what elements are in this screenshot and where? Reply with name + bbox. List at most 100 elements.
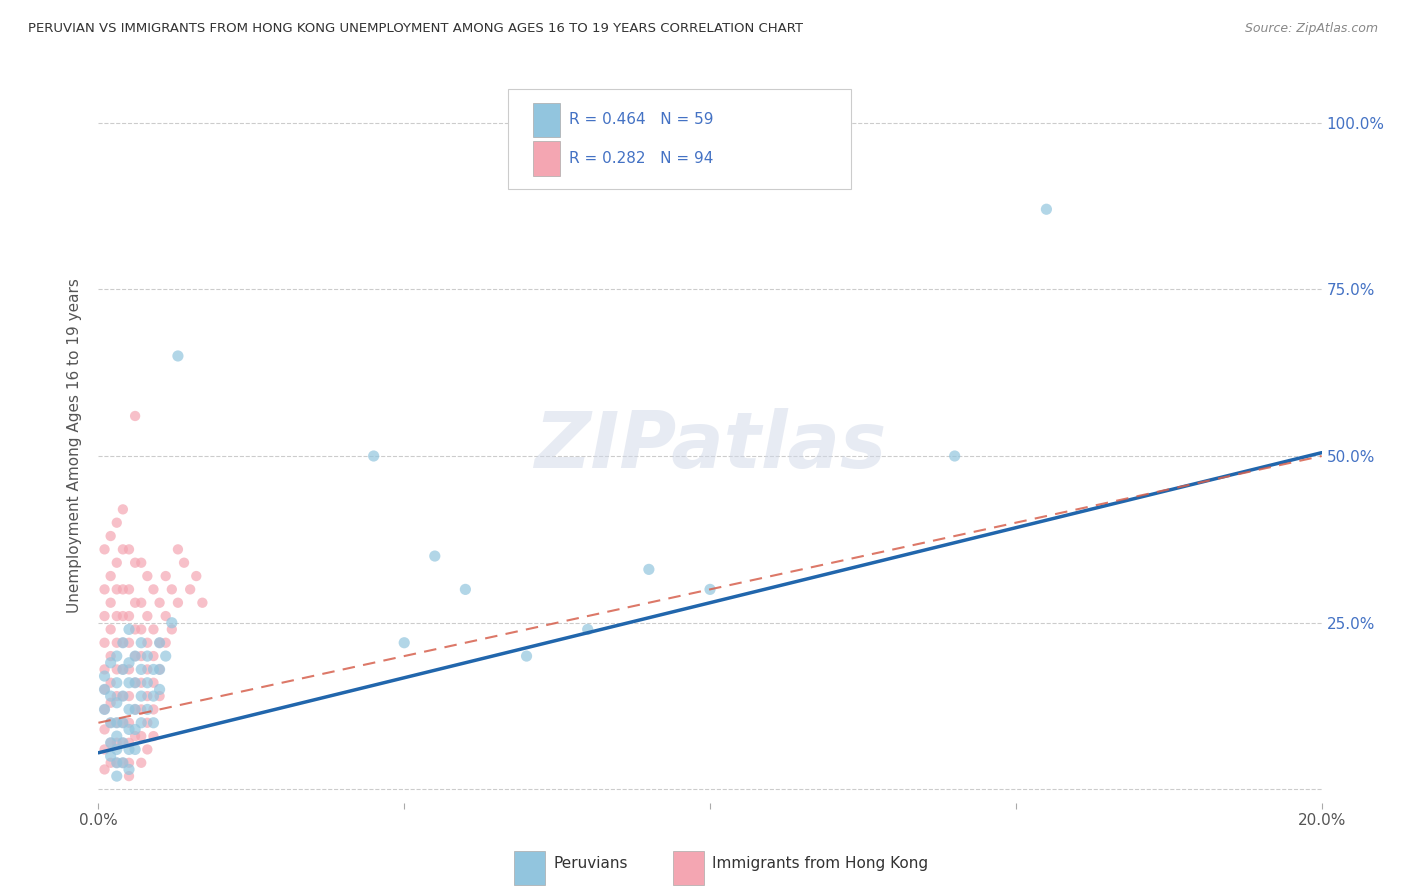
Point <box>111 756 134 770</box>
Point <box>136 649 159 664</box>
Point <box>124 675 146 690</box>
Point <box>111 582 134 597</box>
Point <box>142 662 165 676</box>
Point <box>136 675 159 690</box>
Point <box>93 662 115 676</box>
Point <box>129 702 152 716</box>
Point <box>118 742 141 756</box>
Point <box>111 736 134 750</box>
Point <box>93 702 115 716</box>
Text: Immigrants from Hong Kong: Immigrants from Hong Kong <box>713 856 928 871</box>
Text: R = 0.464   N = 59: R = 0.464 N = 59 <box>569 112 714 128</box>
Point <box>149 596 172 610</box>
Point <box>105 516 128 530</box>
Point <box>149 662 172 676</box>
Point <box>149 682 172 697</box>
Point <box>100 756 122 770</box>
Point <box>93 582 115 597</box>
Point <box>129 756 152 770</box>
Text: R = 0.282   N = 94: R = 0.282 N = 94 <box>569 151 714 166</box>
Point <box>118 542 141 557</box>
Point <box>637 562 661 576</box>
Point <box>118 656 141 670</box>
Point <box>100 529 122 543</box>
Point <box>124 742 146 756</box>
Point <box>100 696 122 710</box>
Point <box>100 736 122 750</box>
Point <box>111 609 134 624</box>
Point <box>179 582 201 597</box>
Point <box>118 609 141 624</box>
Point <box>100 736 122 750</box>
Point <box>93 682 115 697</box>
Point <box>943 449 966 463</box>
Point <box>167 349 190 363</box>
Point <box>136 689 159 703</box>
Point <box>100 715 122 730</box>
Point <box>155 649 177 664</box>
Point <box>136 636 159 650</box>
Point <box>93 742 115 756</box>
Point <box>100 675 122 690</box>
Bar <box>673 851 704 885</box>
Point <box>516 649 538 664</box>
Point <box>105 689 128 703</box>
Point <box>118 582 141 597</box>
Point <box>100 569 122 583</box>
Point <box>111 756 134 770</box>
Point <box>100 596 122 610</box>
Point <box>118 715 141 730</box>
Point <box>392 636 416 650</box>
Point <box>118 702 141 716</box>
Point <box>173 556 195 570</box>
Point <box>136 609 159 624</box>
Point <box>186 569 208 583</box>
Point <box>105 715 128 730</box>
Y-axis label: Unemployment Among Ages 16 to 19 years: Unemployment Among Ages 16 to 19 years <box>67 278 83 614</box>
Point <box>149 636 172 650</box>
Point <box>124 723 146 737</box>
Point <box>129 662 152 676</box>
Point <box>118 723 141 737</box>
Point <box>136 742 159 756</box>
Point <box>124 623 146 637</box>
Point <box>105 696 128 710</box>
Text: Source: ZipAtlas.com: Source: ZipAtlas.com <box>1244 22 1378 36</box>
Point <box>124 675 146 690</box>
Point <box>105 715 128 730</box>
Point <box>129 596 152 610</box>
Point <box>129 729 152 743</box>
Point <box>105 756 128 770</box>
Point <box>576 623 599 637</box>
Point <box>124 596 146 610</box>
FancyBboxPatch shape <box>508 89 851 189</box>
Point <box>136 662 159 676</box>
Point <box>124 649 146 664</box>
Point <box>118 623 141 637</box>
Point <box>155 636 177 650</box>
Point <box>105 556 128 570</box>
Point <box>111 636 134 650</box>
Point <box>105 582 128 597</box>
Point <box>454 582 477 597</box>
Point <box>167 542 190 557</box>
Point <box>105 769 128 783</box>
Bar <box>533 103 560 137</box>
Point <box>142 582 165 597</box>
Bar <box>515 851 546 885</box>
Point <box>93 636 115 650</box>
Point <box>142 649 165 664</box>
Point <box>129 715 152 730</box>
Point <box>129 675 152 690</box>
Point <box>100 689 122 703</box>
Point <box>93 542 115 557</box>
Point <box>1035 202 1057 217</box>
Point <box>93 682 115 697</box>
Point <box>111 715 134 730</box>
Point <box>142 729 165 743</box>
Point <box>100 715 122 730</box>
Point <box>124 556 146 570</box>
Point <box>142 702 165 716</box>
Point <box>160 582 183 597</box>
Point <box>129 623 152 637</box>
